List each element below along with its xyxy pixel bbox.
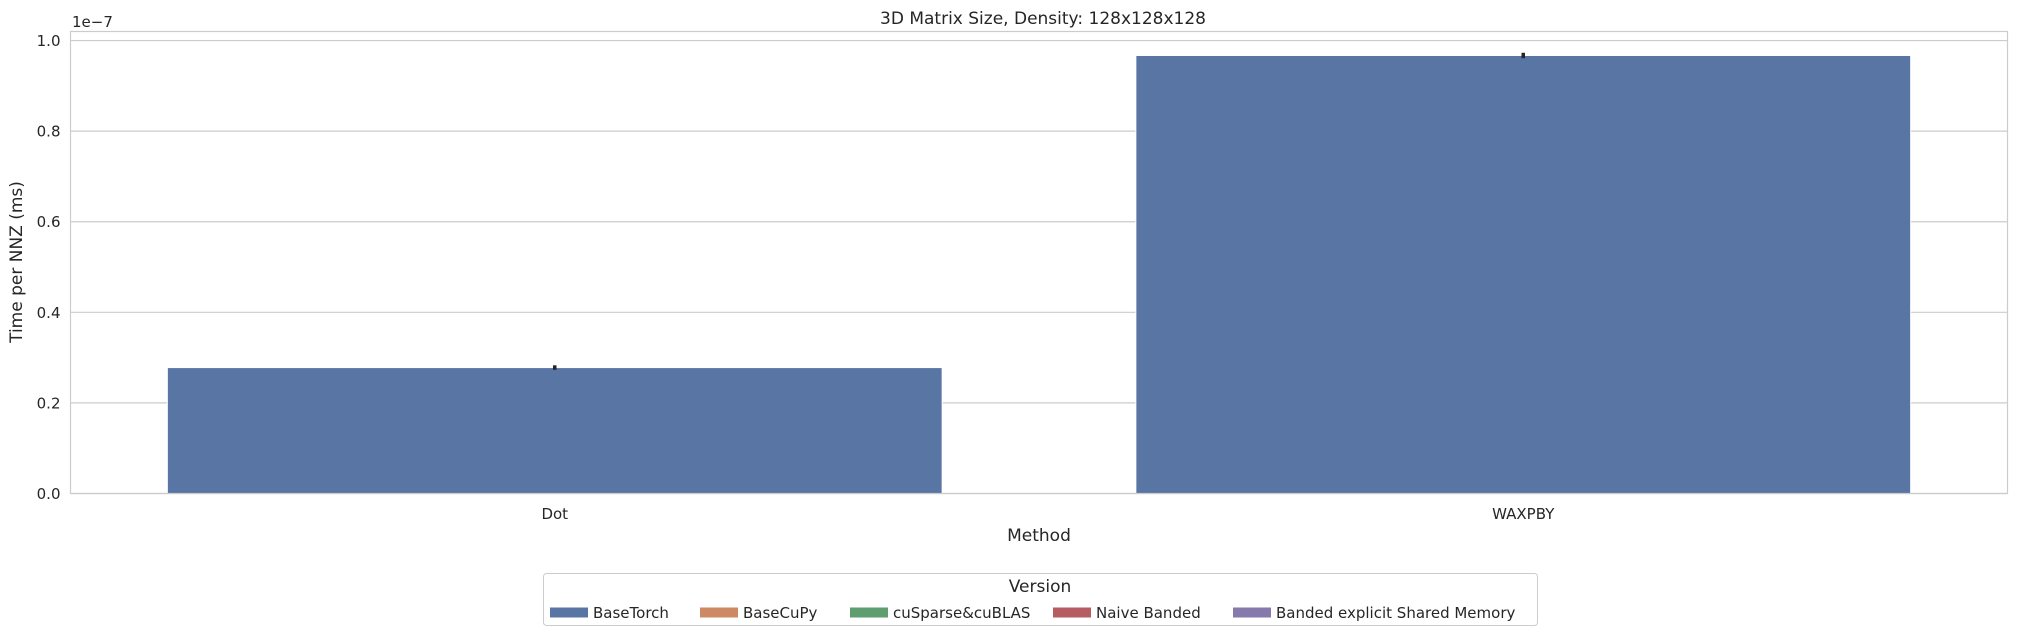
plot-frame bbox=[69, 30, 2009, 495]
y-axis-scale-label: 1e−7 bbox=[72, 13, 113, 31]
bar-basetorch-dot bbox=[166, 367, 943, 495]
x-tick-label: Dot bbox=[541, 505, 568, 523]
legend-swatch bbox=[1233, 607, 1271, 618]
y-axis-label: Time per NNZ (ms) bbox=[7, 181, 27, 344]
legend-label: BaseTorch bbox=[593, 604, 669, 622]
y-tick-label: 0.0 bbox=[37, 485, 61, 503]
legend-label: BaseCuPy bbox=[743, 604, 818, 622]
y-axis-ticks: 0.0 0.2 0.4 0.6 0.8 1.0 bbox=[37, 32, 61, 503]
legend-label: Banded explicit Shared Memory bbox=[1276, 604, 1515, 622]
y-tick-label: 0.8 bbox=[37, 123, 61, 141]
legend-label: Naive Banded bbox=[1096, 604, 1201, 622]
y-tick-label: 0.2 bbox=[37, 394, 61, 412]
legend-swatch bbox=[550, 607, 588, 618]
x-axis-ticks: Dot WAXPBY bbox=[541, 505, 1555, 523]
legend-frame bbox=[543, 573, 1538, 626]
bar-basetorch-waxpby bbox=[1135, 55, 1912, 494]
legend-swatch bbox=[850, 607, 888, 618]
legend: Version BaseTorch BaseCuPy cuSparse&cuBLAS… bbox=[543, 573, 1538, 626]
legend-swatch bbox=[1053, 607, 1091, 618]
chart-title: 3D Matrix Size, Density: 128x128x128 bbox=[880, 9, 1206, 29]
error-bars bbox=[553, 52, 1525, 370]
legend-title: Version bbox=[1009, 577, 1072, 597]
y-tick-label: 0.6 bbox=[37, 213, 61, 231]
y-tick-label: 1.0 bbox=[37, 32, 61, 50]
bars bbox=[166, 55, 1912, 495]
y-tick-label: 0.4 bbox=[37, 304, 61, 322]
legend-swatch bbox=[700, 607, 738, 618]
x-axis-label: Method bbox=[1007, 526, 1071, 546]
x-tick-label: WAXPBY bbox=[1492, 505, 1555, 523]
legend-label: cuSparse&cuBLAS bbox=[893, 604, 1030, 622]
